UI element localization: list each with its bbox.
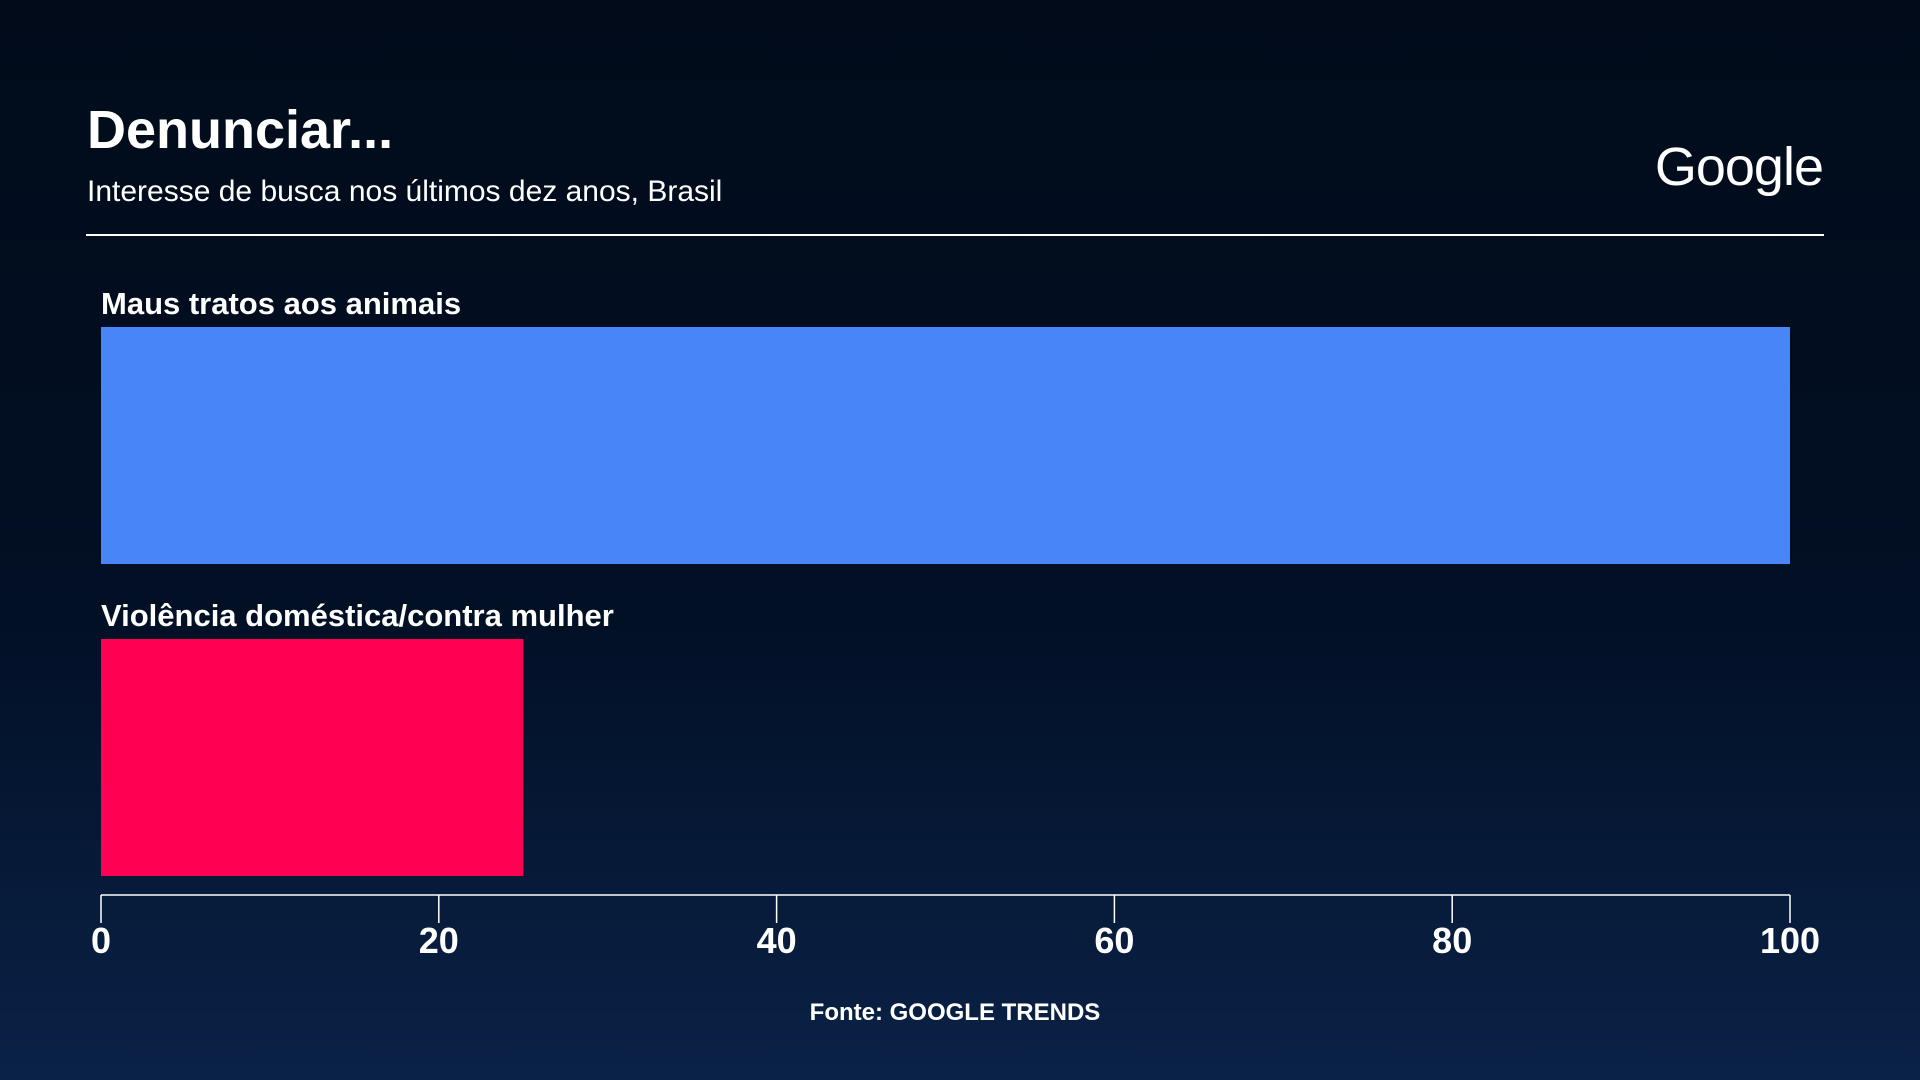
x-tick-label: 60: [1094, 920, 1134, 961]
source-note: Fonte: GOOGLE TRENDS: [809, 999, 1101, 1026]
x-tick-label: 80: [1432, 920, 1472, 961]
page-title: Denunciar...: [87, 100, 394, 160]
category-label: Maus tratos aos animais: [101, 286, 461, 321]
x-tick-label: 40: [757, 920, 797, 961]
x-tick-label: 0: [91, 920, 111, 961]
x-tick-label: 20: [419, 920, 459, 961]
google-logo: Google: [1654, 137, 1824, 197]
x-tick-label: 100: [1760, 920, 1820, 961]
bar: [101, 327, 1790, 564]
page-subtitle: Interesse de busca nos últimos dez anos,…: [87, 175, 723, 208]
header-divider: [86, 234, 1824, 236]
category-label: Violência doméstica/contra mulher: [101, 598, 614, 633]
bar: [101, 639, 524, 876]
